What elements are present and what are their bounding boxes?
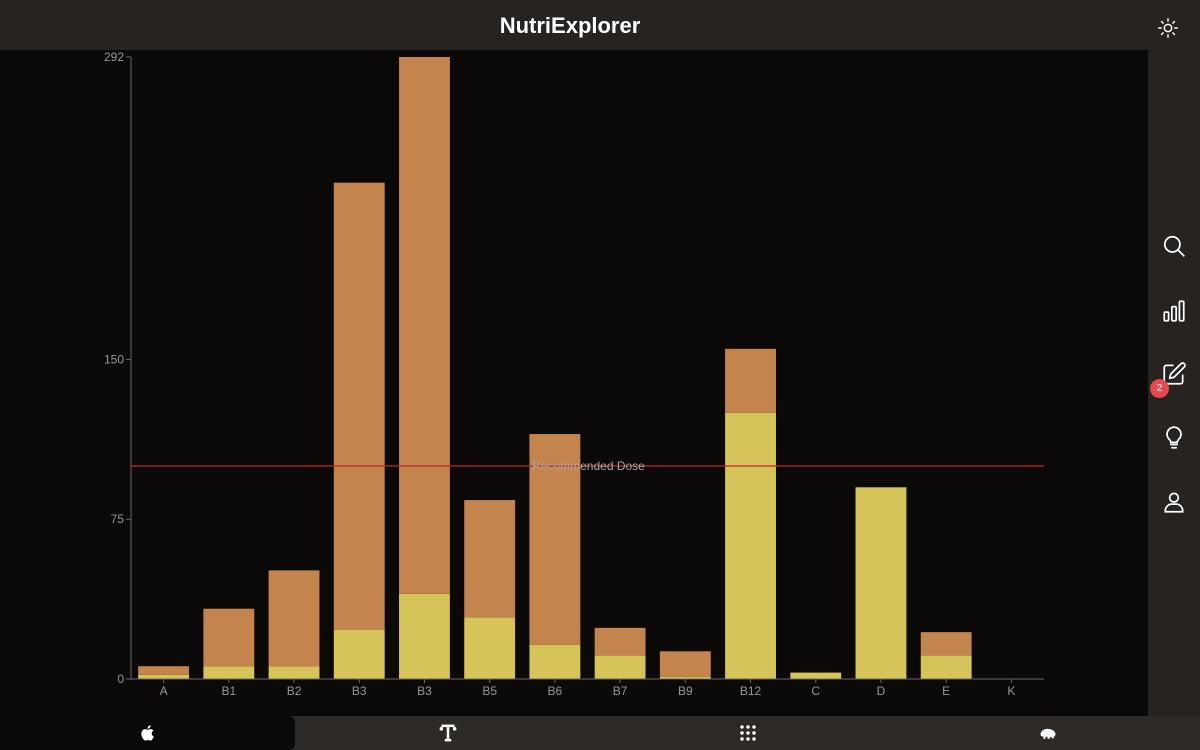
bottom-tab-bar — [0, 716, 1200, 750]
x-tick-label: A — [160, 684, 168, 698]
x-tick-label: B2 — [287, 684, 302, 698]
bar-b3-segment-0 — [399, 593, 450, 679]
y-tick-label: 75 — [111, 512, 125, 526]
bar-b1-segment-1 — [203, 608, 255, 667]
sidebar-tips-button[interactable] — [1156, 420, 1192, 456]
chart-area: 0 75 150 292 A B1 B2 B3 B3 B5 B6 B7 B9 B12 C D E K Recomme… — [0, 50, 1148, 716]
bar-b6-segment-1 — [529, 434, 581, 645]
y-tick-label: 0 — [117, 672, 124, 686]
x-tick-label: B7 — [613, 684, 628, 698]
bar-b2-segment-1 — [268, 570, 320, 667]
brain-icon — [1040, 728, 1055, 739]
app-title: NutriExplorer — [499, 13, 641, 38]
grid-icon — [739, 725, 756, 741]
theme-toggle-button[interactable] — [1152, 12, 1184, 44]
right-sidebar: 2 — [1148, 50, 1200, 716]
bar-b5-segment-0 — [464, 617, 516, 679]
lightbulb-icon — [1166, 426, 1182, 449]
x-tick-label: C — [811, 684, 820, 698]
bar-b3-segment-1 — [399, 57, 450, 594]
bar-b12-segment-1 — [725, 348, 776, 413]
sidebar-profile-button[interactable] — [1156, 484, 1192, 520]
bar-c-segment-0 — [790, 672, 842, 679]
recommended-dose-label: Recommended Dose — [532, 459, 645, 473]
tab-nutrition[interactable] — [0, 716, 295, 750]
bar-b2-segment-0 — [268, 666, 320, 679]
edit-notification-badge: 2 — [1150, 379, 1169, 398]
bar-b7-segment-1 — [594, 627, 646, 656]
bar-a-segment-1 — [138, 666, 190, 675]
bar-chart-icon — [1163, 300, 1185, 322]
bar-b9-segment-0 — [659, 676, 711, 679]
bar-b12-segment-0 — [725, 412, 776, 679]
x-tick-label: B9 — [678, 684, 693, 698]
bar-b5-segment-1 — [464, 500, 516, 618]
bar-b7-segment-0 — [594, 655, 646, 679]
dumbbell-icon — [439, 724, 456, 742]
x-tick-label: B12 — [740, 684, 762, 698]
bar-e-segment-1 — [920, 632, 972, 656]
bar-b9-segment-1 — [659, 651, 711, 677]
x-tick-label: B3 — [352, 684, 367, 698]
bar-b3-segment-1 — [333, 182, 385, 631]
x-tick-label: E — [942, 684, 950, 698]
x-tick-label: B5 — [482, 684, 497, 698]
x-tick-label: B3 — [417, 684, 432, 698]
x-tick-label: D — [877, 684, 886, 698]
bar-b3-segment-0 — [333, 630, 385, 679]
tab-fitness[interactable] — [300, 716, 595, 750]
x-tick-label: K — [1007, 684, 1015, 698]
apple-icon — [140, 725, 154, 741]
sun-icon — [1158, 18, 1178, 38]
x-tick-label: B6 — [548, 684, 563, 698]
tab-apps[interactable] — [600, 716, 895, 750]
bar-b1-segment-0 — [203, 666, 255, 679]
bar-b6-segment-0 — [529, 644, 581, 679]
vitamin-bar-chart: 0 75 150 292 A B1 B2 B3 B3 B5 B6 B7 B9 B12 C D E K Recomme… — [104, 50, 1044, 698]
bar-e-segment-0 — [920, 655, 972, 679]
bar-a-segment-0 — [138, 674, 190, 679]
y-tick-label: 150 — [104, 352, 124, 366]
search-icon — [1163, 235, 1185, 257]
app-header: NutriExplorer — [0, 0, 1200, 50]
user-icon — [1164, 492, 1184, 513]
sidebar-stats-button[interactable] — [1156, 293, 1192, 329]
sidebar-search-button[interactable] — [1156, 228, 1192, 264]
x-tick-label: B1 — [221, 684, 236, 698]
y-tick-label: 292 — [104, 50, 124, 64]
bar-d-segment-0 — [855, 487, 907, 679]
tab-brain[interactable] — [900, 716, 1195, 750]
